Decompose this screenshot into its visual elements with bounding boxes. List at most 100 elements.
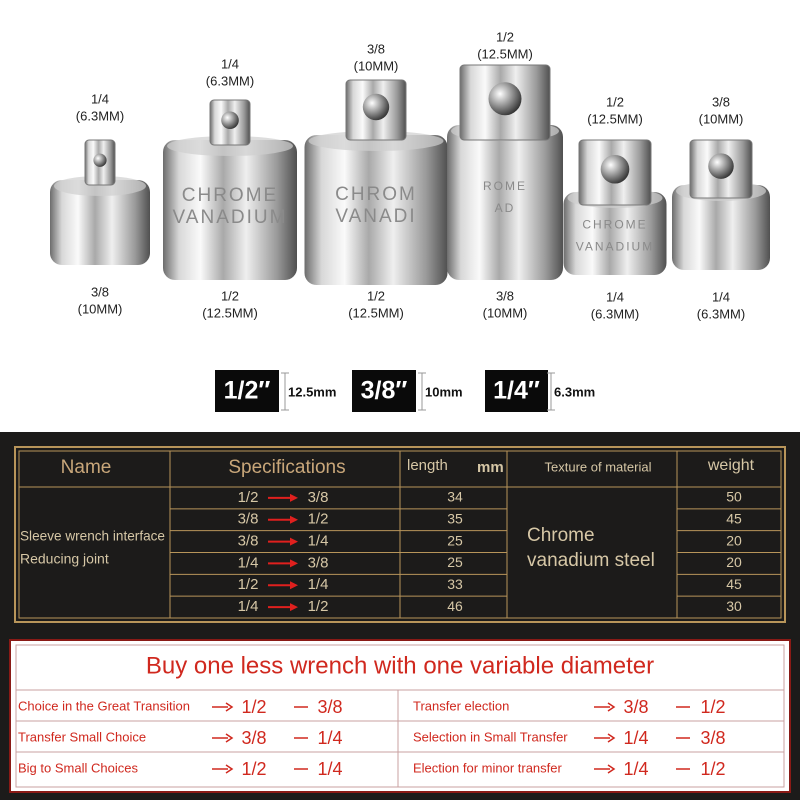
engraving: AD: [495, 201, 516, 215]
bottom-size-label: (6.3MM): [697, 306, 745, 321]
size-badge: [485, 370, 548, 412]
promo-inner: [15, 644, 785, 788]
adapter-body: [563, 192, 667, 275]
promo-from: 3/8: [241, 728, 266, 748]
promo-label: Transfer election: [413, 698, 509, 713]
size-mm: 12.5mm: [288, 384, 336, 399]
adapter-body: [672, 185, 770, 270]
spec-from: 1/4: [238, 554, 259, 571]
engraving: ROME: [483, 179, 527, 193]
arrow-head: [290, 559, 298, 568]
length-cell: 33: [447, 576, 463, 592]
engraving: VANADIUM: [576, 239, 654, 253]
promo-from: 1/2: [241, 697, 266, 717]
engraving: VANADI: [335, 206, 416, 227]
weight-cell: 45: [726, 576, 742, 592]
header-weight: weight: [707, 457, 755, 474]
spec-to: 1/4: [308, 533, 329, 550]
header-length: length: [407, 457, 448, 474]
size-badge: [352, 370, 416, 412]
header-length-unit: mm: [477, 459, 504, 476]
top-size-label: (12.5MM): [587, 111, 643, 126]
arrow-head: [607, 702, 616, 712]
top-size-label: (6.3MM): [76, 108, 124, 123]
promo-to: 1/2: [700, 759, 725, 779]
bottom-size-label: (12.5MM): [202, 305, 258, 320]
bottom-size-label: (10MM): [78, 301, 123, 316]
bottom-size-label: 1/4: [606, 289, 624, 304]
promo-to: 3/8: [700, 728, 725, 748]
size-mm: 10mm: [425, 384, 463, 399]
size-badge-label: 3/8″: [361, 377, 408, 405]
top-size-label: 1/2: [496, 29, 514, 44]
top-size-label: (12.5MM): [477, 46, 533, 61]
name-cell: Sleeve wrench interface: [20, 528, 165, 544]
top-size-label: (6.3MM): [206, 73, 254, 88]
adapter-body: [447, 125, 563, 280]
name-cell: Reducing joint: [20, 551, 109, 567]
material-cell: Chrome: [527, 525, 595, 546]
top-size-label: 1/4: [221, 56, 239, 71]
header-name: Name: [61, 457, 112, 478]
bottom-size-label: 3/8: [91, 284, 109, 299]
engraving: CHROME: [582, 217, 647, 231]
detent-ball: [488, 82, 522, 116]
spec-to: 3/8: [308, 489, 329, 506]
weight-cell: 20: [726, 554, 742, 570]
spec-from: 1/2: [238, 576, 259, 593]
arrow-head: [290, 581, 298, 590]
length-cell: 34: [447, 489, 463, 505]
detent-ball: [600, 154, 630, 184]
length-cell: 46: [447, 598, 463, 614]
header-material: Texture of material: [545, 459, 652, 474]
engraving: VANADIUM: [173, 207, 288, 228]
promo-title: Buy one less wrench with one variable di…: [146, 652, 654, 679]
arrow-head: [225, 764, 234, 774]
promo-label: Transfer Small Choice: [18, 729, 146, 744]
weight-cell: 45: [726, 510, 742, 526]
detent-ball: [708, 153, 734, 179]
bottom-size-label: (10MM): [483, 305, 528, 320]
promo-to: 1/4: [317, 728, 342, 748]
adapter-top-face: [167, 136, 293, 156]
spec-from: 1/2: [238, 489, 259, 506]
arrow-head: [290, 603, 298, 612]
spec-from: 3/8: [238, 533, 259, 550]
promo-label: Election for minor transfer: [413, 760, 563, 775]
arrow-head: [290, 537, 298, 546]
adapter-body: [50, 180, 150, 265]
arrow-head: [607, 733, 616, 743]
detent-ball: [93, 153, 107, 167]
spec-to: 1/2: [308, 598, 329, 615]
size-mm: 6.3mm: [554, 384, 595, 399]
promo-from: 3/8: [623, 697, 648, 717]
spec-to: 1/4: [308, 576, 329, 593]
spec-from: 3/8: [238, 511, 259, 528]
bottom-size-label: 1/2: [221, 288, 239, 303]
length-cell: 35: [447, 510, 463, 526]
bottom-size-label: 1/4: [712, 289, 730, 304]
header-spec: Specifications: [228, 457, 345, 478]
top-size-label: 3/8: [712, 94, 730, 109]
material-cell: vanadium steel: [527, 550, 655, 571]
bottom-size-label: (6.3MM): [591, 306, 639, 321]
size-badge-label: 1/4″: [493, 377, 540, 405]
top-size-label: 1/2: [606, 94, 624, 109]
promo-to: 3/8: [317, 697, 342, 717]
engraving: CHROM: [335, 184, 417, 205]
promo-to: 1/4: [317, 759, 342, 779]
detent-ball: [362, 93, 390, 121]
promo-from: 1/2: [241, 759, 266, 779]
arrow-head: [225, 733, 234, 743]
weight-cell: 50: [726, 489, 742, 505]
adapter-body: [304, 135, 448, 285]
adapter-top-face: [308, 131, 444, 151]
bottom-size-label: 3/8: [496, 288, 514, 303]
promo-from: 1/4: [623, 728, 648, 748]
arrow-head: [290, 493, 298, 502]
top-size-label: (10MM): [354, 58, 399, 73]
weight-cell: 30: [726, 598, 742, 614]
promo-to: 1/2: [700, 697, 725, 717]
promo-label: Selection in Small Transfer: [413, 729, 568, 744]
